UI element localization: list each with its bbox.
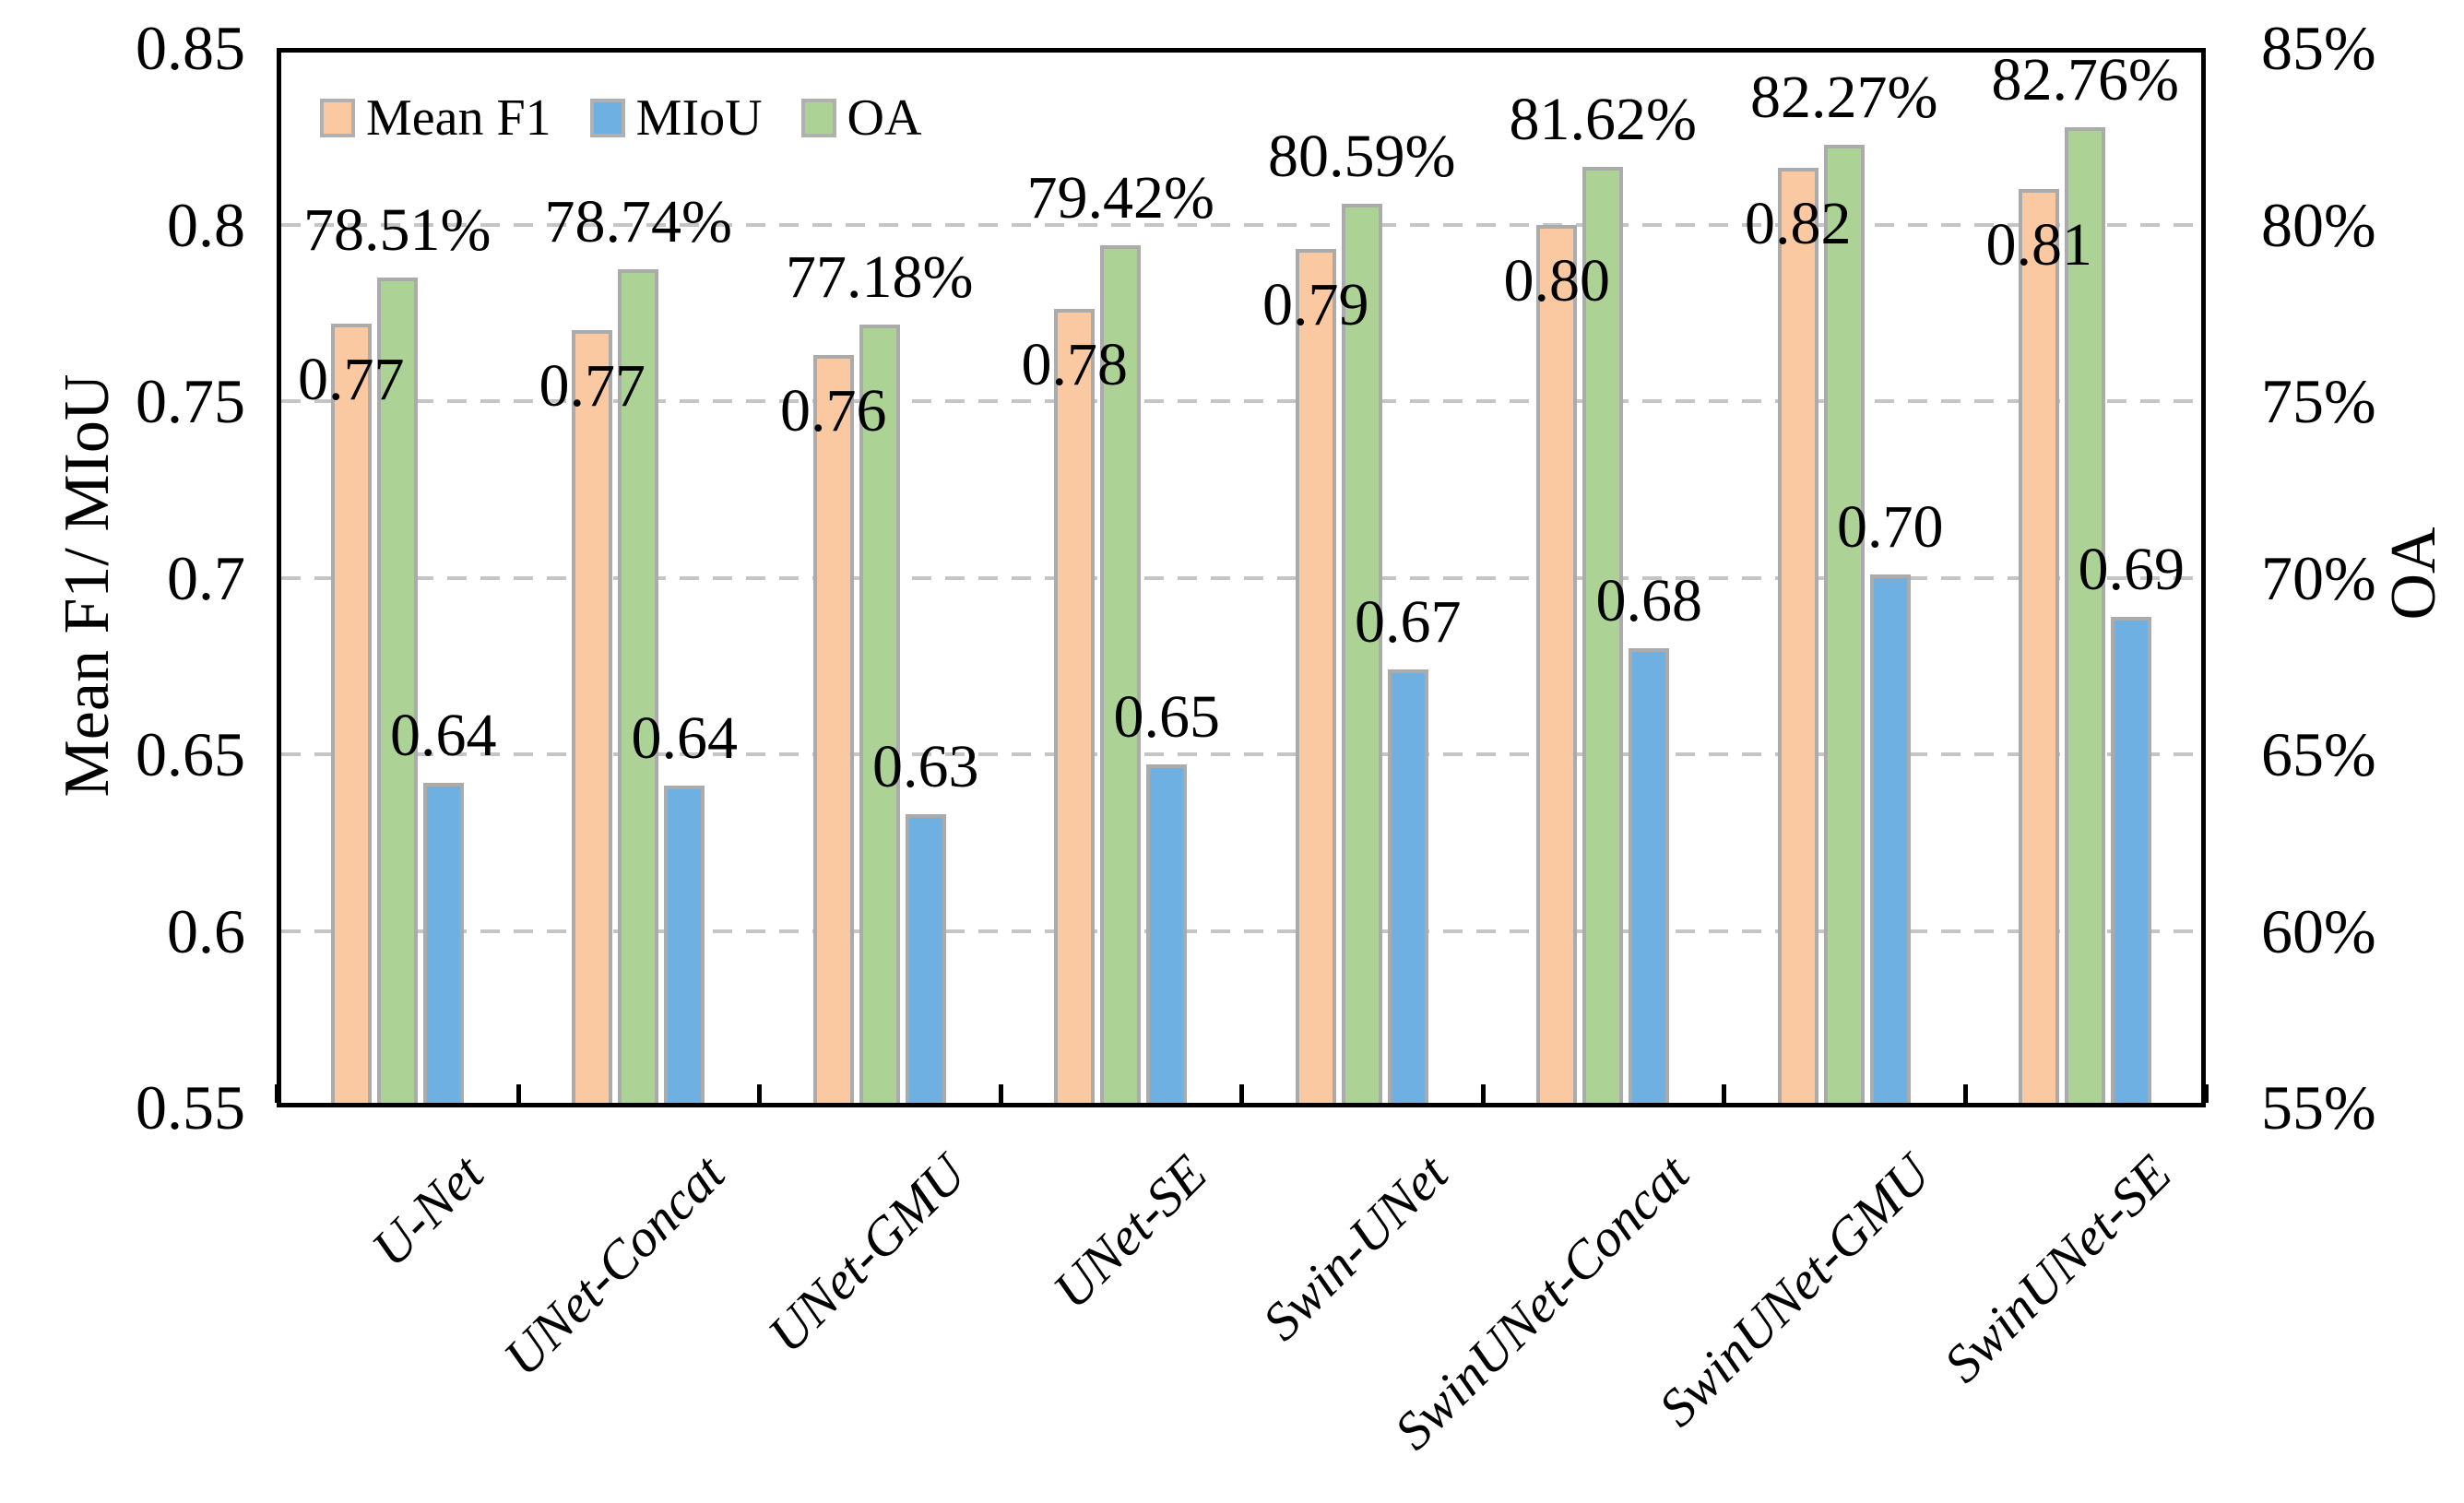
bar-oa bbox=[1341, 203, 1382, 1107]
right-y-tick-label: 55% bbox=[2261, 1072, 2376, 1142]
bar-value-label: 78.74% bbox=[544, 187, 732, 255]
bar-value-label: 77.18% bbox=[786, 243, 974, 311]
bar-value-label: 0.81 bbox=[1985, 211, 2093, 279]
bar-oa bbox=[2065, 126, 2106, 1107]
bar-mean-f1 bbox=[2019, 189, 2060, 1107]
gridline bbox=[281, 752, 2201, 756]
x-axis-tick bbox=[1962, 1084, 1968, 1103]
right-y-tick-label: 85% bbox=[2261, 13, 2376, 83]
bar-value-label: 0.79 bbox=[1262, 271, 1369, 339]
gridline bbox=[281, 222, 2201, 227]
bar-oa bbox=[1582, 167, 1624, 1107]
category-label: SwinUNet-SE bbox=[1932, 1142, 2184, 1394]
left-y-tick-label: 0.7 bbox=[167, 542, 245, 613]
bar-mean-f1 bbox=[812, 355, 854, 1107]
x-axis-tick bbox=[275, 1084, 279, 1103]
bar-mean-f1 bbox=[572, 330, 613, 1107]
mean-f1-swatch-icon bbox=[320, 99, 355, 137]
bar-mean-f1 bbox=[1536, 224, 1578, 1107]
bar-mean-f1 bbox=[1054, 309, 1096, 1107]
bar-miou bbox=[1146, 764, 1188, 1107]
legend-label-mean-f1: Mean F1 bbox=[366, 89, 551, 147]
bar-oa bbox=[1823, 144, 1865, 1107]
right-y-tick-label: 75% bbox=[2261, 366, 2376, 436]
legend-item-oa: OA bbox=[800, 89, 922, 147]
bar-value-label: 0.65 bbox=[1113, 683, 1221, 752]
x-axis-tick bbox=[515, 1084, 521, 1103]
bar-miou bbox=[422, 782, 464, 1107]
category-label: U-Net bbox=[360, 1142, 495, 1279]
bar-oa bbox=[618, 268, 659, 1107]
x-axis-tick bbox=[757, 1084, 762, 1103]
legend-item-miou: MIoU bbox=[589, 89, 763, 147]
bar-miou bbox=[664, 786, 705, 1107]
x-axis-tick bbox=[1239, 1084, 1244, 1103]
bar-value-label: 0.64 bbox=[390, 701, 497, 769]
x-axis-tick bbox=[998, 1084, 1003, 1103]
oa-swatch-icon bbox=[800, 99, 836, 137]
bar-value-label: 0.78 bbox=[1021, 331, 1129, 399]
bar-value-label: 0.64 bbox=[631, 704, 739, 773]
bar-value-label: 0.63 bbox=[872, 733, 979, 801]
bar-value-label: 0.82 bbox=[1745, 190, 1852, 258]
bar-value-label: 80.59% bbox=[1268, 122, 1456, 190]
bar-miou bbox=[1869, 574, 1911, 1107]
right-y-tick-label: 65% bbox=[2261, 719, 2376, 789]
right-y-tick-label: 60% bbox=[2261, 895, 2376, 966]
bar-value-label: 0.77 bbox=[539, 352, 646, 420]
bar-value-label: 0.77 bbox=[298, 345, 405, 413]
bar-value-label: 79.42% bbox=[1026, 163, 1214, 231]
miou-swatch-icon bbox=[589, 99, 625, 137]
bar-value-label: 0.67 bbox=[1355, 588, 1462, 657]
bar-value-label: 0.68 bbox=[1595, 567, 1703, 635]
bar-value-label: 78.51% bbox=[303, 195, 492, 264]
bar-value-label: 0.80 bbox=[1503, 246, 1611, 314]
right-axis-title: OA bbox=[2378, 527, 2449, 621]
left-y-tick-label: 0.75 bbox=[136, 366, 245, 436]
left-y-tick-label: 0.65 bbox=[136, 719, 245, 789]
bar-oa bbox=[859, 324, 900, 1107]
bar-miou bbox=[1387, 669, 1428, 1107]
legend: Mean F1 MIoU OA bbox=[320, 90, 921, 146]
bar-value-label: 0.76 bbox=[780, 377, 887, 445]
bar-mean-f1 bbox=[1777, 168, 1818, 1107]
x-axis-tick bbox=[2204, 1084, 2209, 1103]
bar-oa bbox=[376, 277, 418, 1107]
gridline bbox=[281, 575, 2201, 580]
bar-value-label: 82.76% bbox=[1991, 45, 2179, 113]
left-y-tick-label: 0.8 bbox=[167, 189, 245, 260]
bar-value-label: 82.27% bbox=[1750, 63, 1938, 131]
category-label: UNet-SE bbox=[1041, 1142, 1219, 1320]
right-y-tick-label: 70% bbox=[2261, 542, 2376, 613]
legend-item-mean-f1: Mean F1 bbox=[320, 90, 551, 146]
bar-miou bbox=[1629, 648, 1670, 1107]
category-label: Swin-UNet bbox=[1250, 1142, 1460, 1352]
left-y-tick-label: 0.6 bbox=[167, 895, 245, 966]
right-y-tick-label: 80% bbox=[2261, 189, 2376, 260]
legend-label-oa: OA bbox=[847, 89, 922, 147]
category-label: UNet-Concat bbox=[492, 1142, 737, 1388]
bar-mean-f1 bbox=[1295, 249, 1336, 1107]
bar-value-label: 0.69 bbox=[2078, 535, 2186, 603]
bar-miou bbox=[905, 814, 946, 1107]
bar-miou bbox=[2111, 616, 2152, 1107]
legend-label-miou: MIoU bbox=[635, 89, 763, 147]
bar-oa bbox=[1100, 244, 1142, 1107]
plot-frame bbox=[277, 48, 2206, 1107]
bar-mean-f1 bbox=[330, 323, 372, 1107]
bar-value-label: 81.62% bbox=[1509, 86, 1697, 154]
gridline bbox=[281, 399, 2201, 403]
gridline bbox=[281, 929, 2201, 933]
left-y-tick-label: 0.55 bbox=[136, 1072, 245, 1142]
category-label: UNet-GMU bbox=[755, 1142, 977, 1365]
x-axis-tick bbox=[1722, 1084, 1726, 1103]
left-y-tick-label: 0.85 bbox=[136, 13, 245, 83]
bar-value-label: 0.70 bbox=[1837, 492, 1944, 561]
x-axis-tick bbox=[1480, 1084, 1486, 1103]
